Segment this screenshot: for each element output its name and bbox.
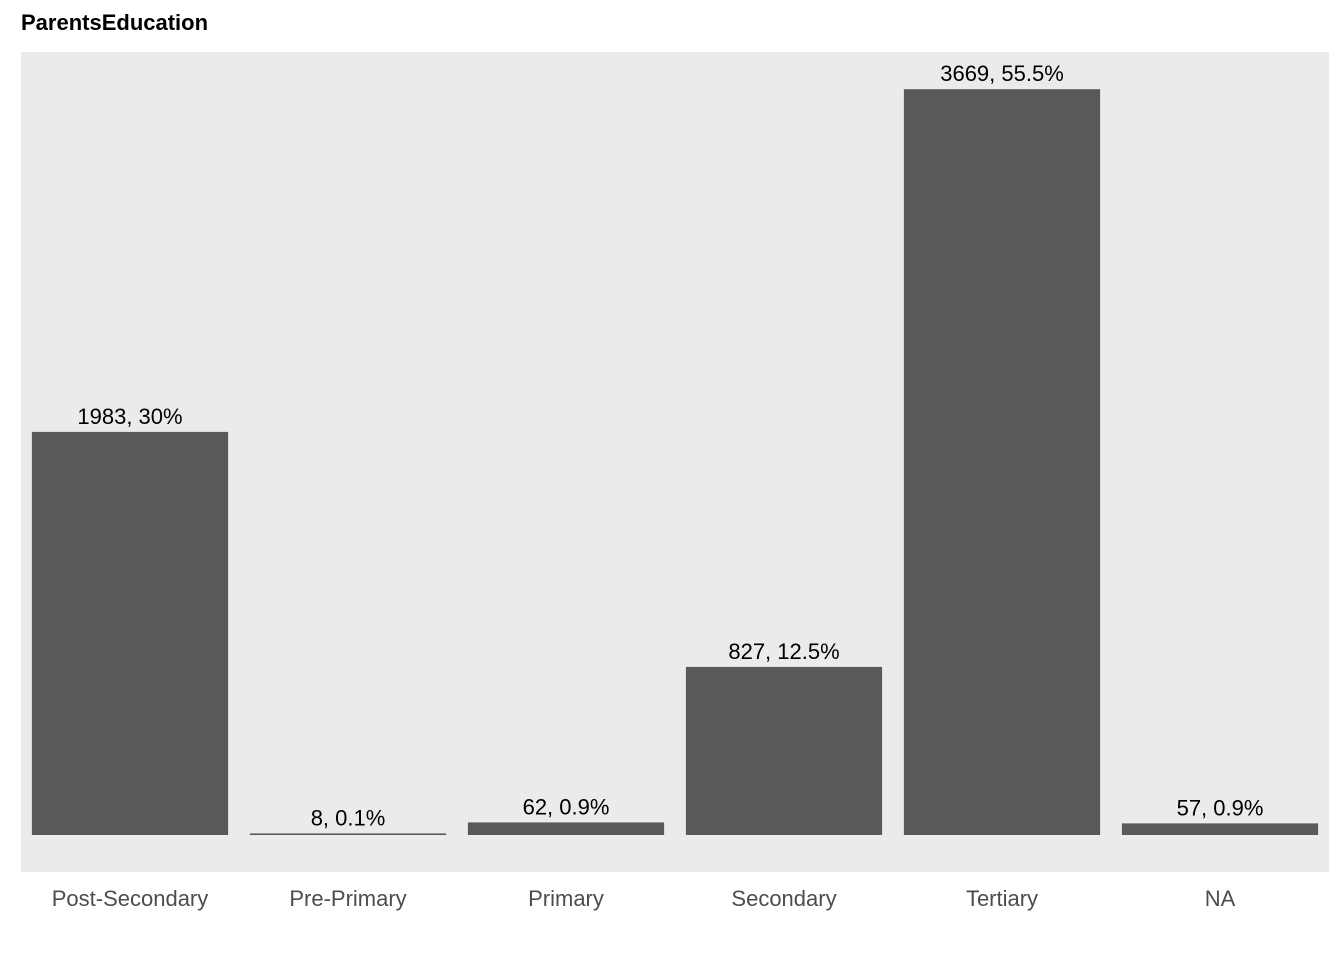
x-tick-label: Post-Secondary xyxy=(52,886,209,911)
bars-group xyxy=(31,89,1319,835)
x-tick-label: Secondary xyxy=(731,886,836,911)
chart-title: ParentsEducation xyxy=(21,10,209,35)
bar-primary xyxy=(467,822,665,835)
bar-pre-primary xyxy=(249,833,447,835)
bar-secondary xyxy=(685,666,883,835)
bar-data-label: 827, 12.5% xyxy=(728,639,839,664)
bar-data-label: 57, 0.9% xyxy=(1177,795,1264,820)
x-tick-label: Primary xyxy=(528,886,604,911)
x-tick-label: Pre-Primary xyxy=(289,886,406,911)
bar-data-label: 3669, 55.5% xyxy=(940,61,1064,86)
bar-data-label: 8, 0.1% xyxy=(311,805,386,830)
bar-data-label: 62, 0.9% xyxy=(523,794,610,819)
bar-na xyxy=(1121,823,1319,835)
x-axis-tick-labels: Post-Secondary Pre-Primary Primary Secondar… xyxy=(52,886,1236,911)
plot-panel xyxy=(21,52,1329,872)
bar-tertiary xyxy=(903,89,1101,835)
x-tick-label: NA xyxy=(1205,886,1236,911)
bar-data-label: 1983, 30% xyxy=(77,404,182,429)
x-tick-label: Tertiary xyxy=(966,886,1038,911)
data-labels-group: 1983, 30% 8, 0.1% 62, 0.9% 827, 12.5% 3669, … xyxy=(77,61,1263,830)
bar-post-secondary xyxy=(31,431,229,835)
